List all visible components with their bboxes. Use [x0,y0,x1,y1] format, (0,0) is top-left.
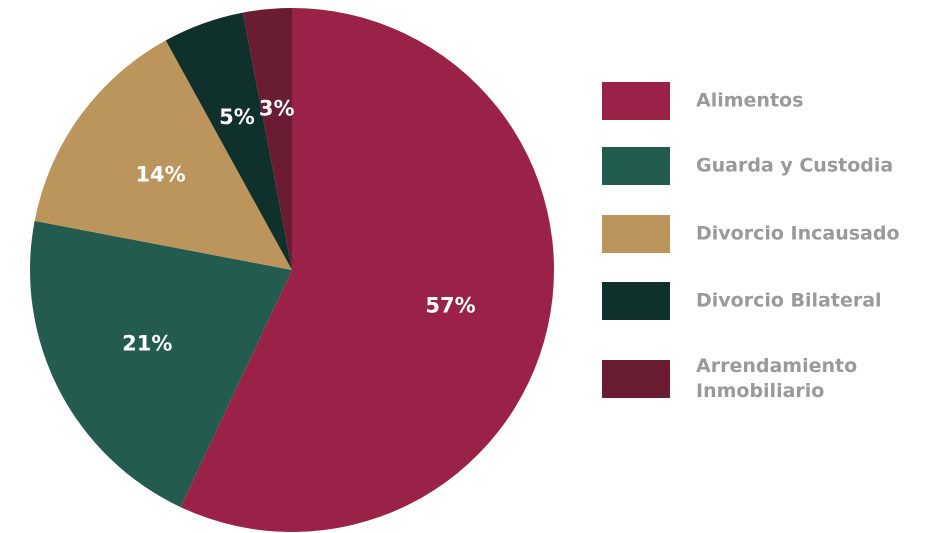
legend-swatch [602,282,670,320]
pie-slice-1 [180,8,554,532]
slice-label-3: 14% [135,163,185,187]
legend-item: Alimentos [602,81,922,121]
slice-label-5: 3% [259,96,295,120]
legend-item: Divorcio Incausado [602,214,922,254]
legend-label: Arrendamiento Inmobiliario [696,355,858,402]
pie-plot-area: 57% 21% 14% 5% 3% [30,8,554,532]
legend-label: Divorcio Bilateral [696,289,882,312]
legend-item: Divorcio Bilateral [602,281,922,321]
legend-label: Guarda y Custodia [696,154,894,177]
pie-slice-3 [34,40,292,270]
legend-swatch [602,360,670,398]
slice-label-2: 21% [122,332,172,356]
pie-slice-4 [165,12,292,270]
legend-swatch [602,215,670,253]
pie-slice-2 [30,220,293,508]
slice-label-4: 5% [219,105,255,129]
legend-item: Arrendamiento Inmobiliario [602,355,922,402]
legend-item: Guarda y Custodia [602,146,922,186]
pie-slice-5 [242,8,292,270]
legend-label: Alimentos [696,89,804,112]
pie-slices [30,8,554,532]
legend-swatch [602,147,670,185]
slice-label-1: 57% [425,293,475,317]
pie-labels: 57% 21% 14% 5% 3% [122,96,476,355]
legend-label: Divorcio Incausado [696,222,900,245]
legend-swatch [602,82,670,120]
